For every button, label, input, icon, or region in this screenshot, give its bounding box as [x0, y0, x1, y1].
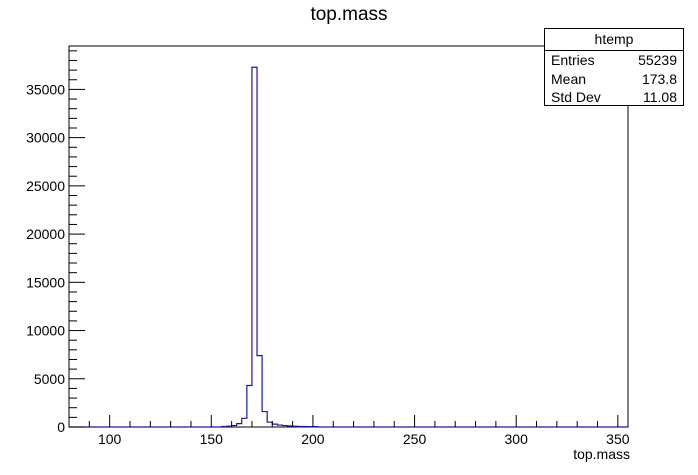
y-tick-label: 0 — [57, 419, 65, 435]
stats-mean-label: Mean — [551, 70, 587, 87]
y-tick-label: 5000 — [34, 371, 65, 387]
stats-mean-value: 173.8 — [641, 70, 677, 87]
y-tick-label: 15000 — [26, 274, 65, 290]
x-tick-label: 350 — [606, 431, 630, 447]
x-tick-label: 150 — [200, 431, 224, 447]
stats-row-mean: Mean 173.8 — [545, 70, 683, 89]
x-axis-label: top.mass — [573, 446, 630, 462]
histogram-bin-6 — [252, 67, 257, 427]
histogram-bin-9 — [267, 422, 272, 427]
stats-box-title: htemp — [545, 29, 683, 51]
y-tick-label: 35000 — [26, 81, 65, 97]
histogram-bin-7 — [257, 356, 262, 427]
stats-row-entries: Entries 55239 — [545, 51, 683, 70]
stats-entries-value: 55239 — [638, 52, 677, 68]
histogram-bin-5 — [247, 386, 252, 427]
stats-row-stddev: Std Dev 11.08 — [545, 88, 683, 107]
stats-box: htemp Entries 55239 Mean 173.8 Std Dev 1… — [544, 28, 684, 106]
y-tick-label: 30000 — [26, 130, 65, 146]
x-tick-label: 250 — [403, 431, 427, 447]
histogram-outline — [69, 66, 628, 428]
y-tick-label: 20000 — [26, 226, 65, 242]
stats-entries-label: Entries — [551, 52, 595, 68]
x-tick-label: 300 — [505, 431, 529, 447]
histogram-bin-4 — [242, 418, 247, 427]
x-tick-label: 100 — [98, 431, 122, 447]
y-tick-label: 10000 — [26, 323, 65, 339]
stats-stddev-label: Std Dev — [551, 89, 601, 105]
x-tick-label: 200 — [301, 431, 325, 447]
y-tick-label: 25000 — [26, 178, 65, 194]
stats-stddev-value: 11.08 — [643, 89, 677, 105]
histogram-bin-8 — [262, 412, 267, 427]
chart-title: top.mass — [310, 4, 388, 25]
